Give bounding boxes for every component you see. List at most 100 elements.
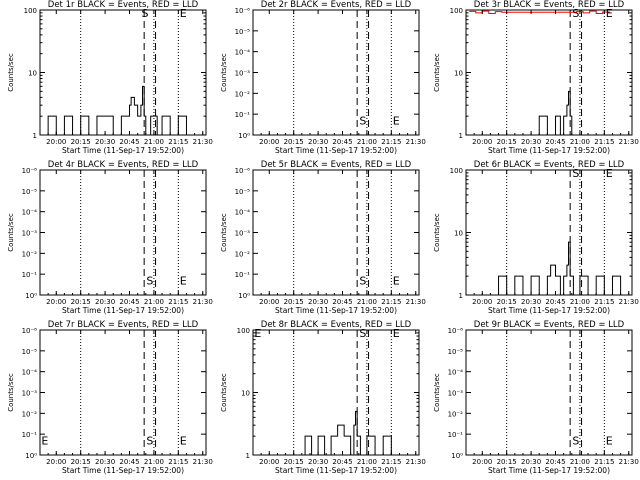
marker-e: E: [393, 327, 400, 340]
y-tick-label: 10⁻³: [22, 390, 38, 398]
x-tick-label: 20:00: [472, 458, 492, 466]
x-tick-label: 20:00: [259, 298, 279, 306]
y-axis-label: Counts/sec: [220, 373, 228, 412]
y-tick-label: 10⁻⁶: [22, 167, 38, 175]
y-tick-label: 10⁻⁶: [235, 7, 251, 15]
y-tick-label: 100: [24, 7, 37, 15]
y-tick-label: 10⁻¹: [235, 111, 251, 119]
x-tick-label: 21:30: [193, 458, 213, 466]
y-tick-label: 100: [450, 7, 463, 15]
x-tick-label: 20:30: [308, 138, 328, 146]
x-tick-label: 20:30: [308, 458, 328, 466]
y-tick-label: 10⁻⁶: [448, 327, 464, 335]
x-axis-label: Start Time (11-Sep-17 19:52:00): [62, 306, 184, 315]
marker-e: E: [606, 7, 613, 20]
x-tick-label: 20:15: [497, 458, 517, 466]
x-tick-label: 20:00: [46, 458, 66, 466]
y-axis-label: Counts/sec: [433, 53, 441, 92]
y-tick-label: 10⁻⁵: [22, 188, 38, 196]
y-tick-label: 1: [33, 132, 37, 140]
x-tick-label: 20:00: [46, 298, 66, 306]
y-tick-label: 10⁻⁶: [235, 167, 251, 175]
panel-title: Det 4r BLACK = Events, RED = LLD: [48, 160, 199, 170]
x-tick-label: 21:00: [357, 298, 377, 306]
y-tick-label: 10⁰: [25, 452, 37, 460]
x-tick-label: 20:45: [332, 298, 352, 306]
x-tick-label: 21:15: [594, 298, 614, 306]
x-tick-label: 21:00: [357, 458, 377, 466]
panel-title: Det 6r BLACK = Events, RED = LLD: [474, 160, 625, 170]
y-tick-label: 10⁻³: [235, 70, 251, 78]
x-tick-label: 20:15: [284, 458, 304, 466]
x-tick-label: 21:00: [357, 138, 377, 146]
series-events-line: [43, 85, 203, 136]
y-tick-label: 10⁻⁵: [235, 28, 251, 36]
x-tick-label: 20:30: [95, 458, 115, 466]
x-tick-label: 21:15: [594, 138, 614, 146]
y-tick-label: 10⁻²: [235, 250, 251, 258]
marker-e: E: [180, 274, 187, 287]
y-tick-label: 10⁻¹: [22, 271, 38, 279]
y-tick-label: 10⁻³: [22, 230, 38, 238]
x-tick-label: 21:00: [144, 138, 164, 146]
x-tick-label: 20:00: [259, 458, 279, 466]
x-tick-label: 20:45: [119, 458, 139, 466]
marker-s: S: [146, 274, 153, 287]
x-tick-label: 20:45: [545, 138, 565, 146]
y-tick-label: 10⁻¹: [22, 431, 38, 439]
y-tick-label: 10⁻⁴: [22, 209, 38, 217]
y-tick-label: 10⁻²: [448, 410, 464, 418]
x-tick-label: 21:15: [594, 458, 614, 466]
y-tick-label: 10⁰: [451, 452, 463, 460]
marker-e: E: [393, 274, 400, 287]
panel-title: Det 5r BLACK = Events, RED = LLD: [261, 160, 412, 170]
y-tick-label: 10: [454, 230, 463, 238]
x-tick-label: 21:00: [570, 298, 590, 306]
x-tick-label: 21:00: [570, 138, 590, 146]
x-tick-label: 20:00: [472, 138, 492, 146]
x-tick-label: 21:15: [381, 298, 401, 306]
panel-4: Det 4r BLACK = Events, RED = LLD S E 20:00 2…: [7, 160, 213, 315]
panel-title: Det 2r BLACK = Events, RED = LLD: [261, 0, 412, 10]
x-tick-label: 20:15: [71, 458, 91, 466]
marker-s: S: [359, 114, 366, 127]
x-tick-label: 20:45: [332, 138, 352, 146]
panel-5: Det 5r BLACK = Events, RED = LLD S E 20:00 2…: [220, 160, 426, 315]
y-axis-label: Counts/sec: [220, 53, 228, 92]
x-axis-label: Start Time (11-Sep-17 19:52:00): [275, 306, 397, 315]
marker-e: E: [180, 434, 187, 447]
panel-title: Det 1r BLACK = Events, RED = LLD: [48, 0, 199, 10]
y-axis-label: Counts/sec: [7, 213, 15, 252]
y-tick-label: 10⁰: [25, 292, 37, 300]
x-tick-label: 20:45: [119, 138, 139, 146]
y-tick-label: 10⁻⁴: [22, 369, 38, 377]
y-tick-label: 10⁻⁵: [448, 348, 464, 356]
y-tick-label: 10⁻³: [235, 230, 251, 238]
marker-s: S: [572, 434, 579, 447]
panel-title: Det 7r BLACK = Events, RED = LLD: [48, 320, 199, 330]
y-axis-label: Counts/sec: [433, 213, 441, 252]
x-axis-label: Start Time (11-Sep-17 19:52:00): [62, 466, 184, 475]
y-tick-label: 10⁻¹: [448, 431, 464, 439]
y-axis-label: Counts/sec: [7, 373, 15, 412]
x-tick-label: 20:30: [95, 298, 115, 306]
panel-2: Det 2r BLACK = Events, RED = LLD S E 20:00 2…: [220, 0, 426, 155]
y-tick-label: 10: [28, 70, 37, 78]
x-tick-label: 20:30: [95, 138, 115, 146]
x-tick-label: 21:30: [406, 298, 426, 306]
x-tick-label: 20:15: [284, 298, 304, 306]
y-axis-label: Counts/sec: [433, 373, 441, 412]
x-tick-label: 20:15: [284, 138, 304, 146]
x-tick-label: 20:00: [46, 138, 66, 146]
y-tick-label: 1: [246, 452, 250, 460]
x-tick-label: 20:15: [71, 298, 91, 306]
y-tick-label: 10⁰: [238, 292, 250, 300]
x-tick-label: 20:15: [497, 138, 517, 146]
x-tick-label: 21:15: [381, 138, 401, 146]
series-lld-line: [469, 10, 610, 14]
x-tick-label: 21:15: [168, 458, 188, 466]
